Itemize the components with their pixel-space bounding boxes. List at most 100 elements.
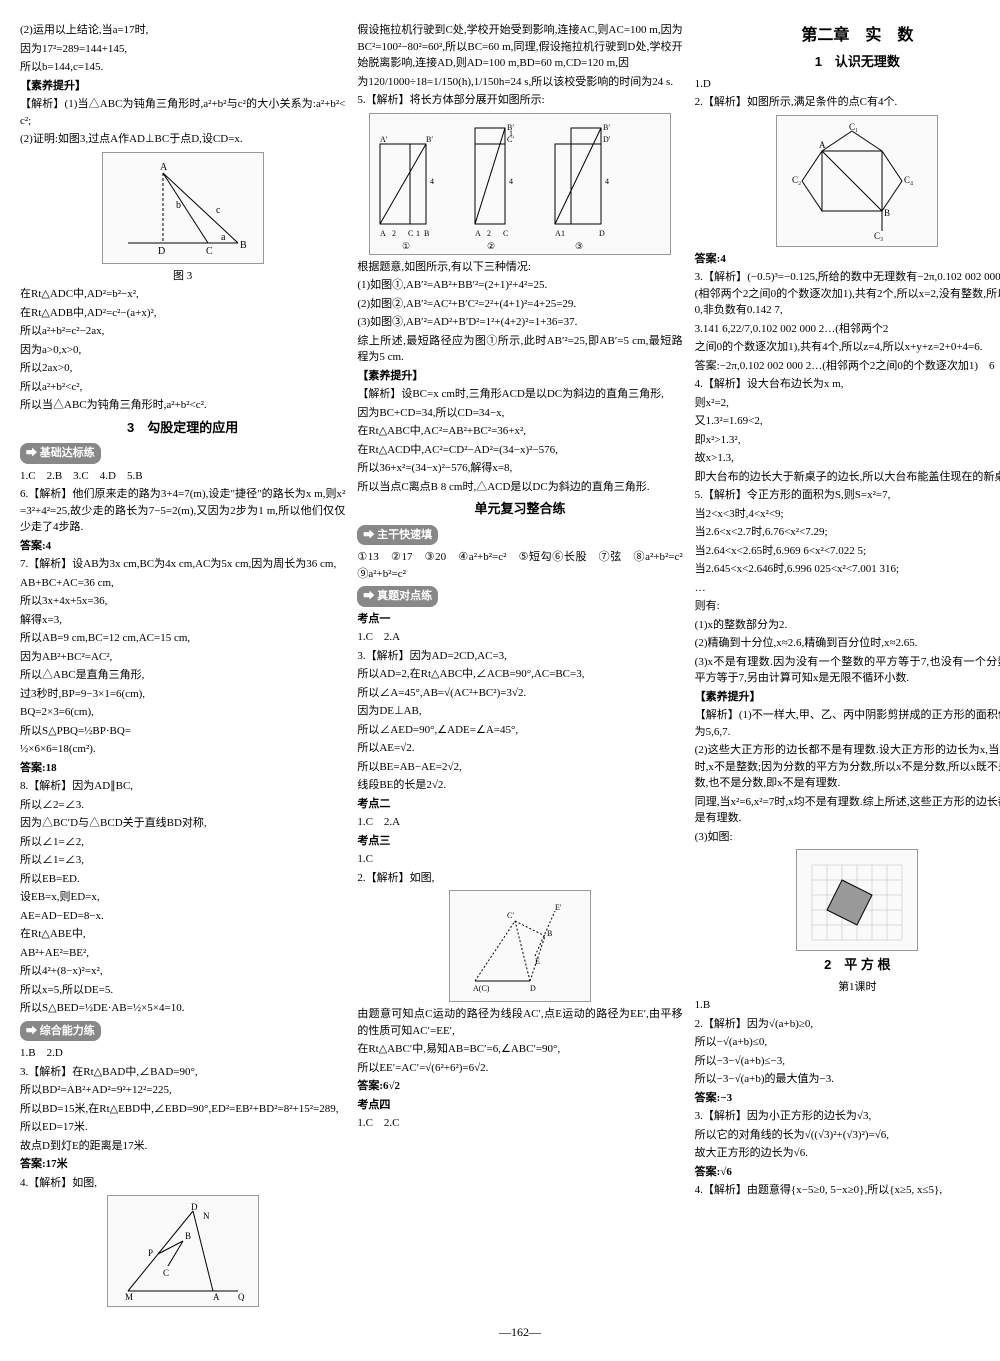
text: 故x>1.3, [695, 450, 1000, 467]
answers: 1.C [357, 851, 682, 868]
svg-text:B′: B′ [426, 135, 433, 144]
text: 3.【解析】因为AD=2CD,AC=3, [357, 648, 682, 665]
svg-text:C₃: C₃ [874, 231, 883, 241]
svg-text:②: ② [487, 241, 495, 249]
text: 假设拖拉机行驶到C处,学校开始受到影响,连接AC,则AC=100 m,因为BC²… [357, 22, 682, 72]
text: 所以∠1=∠3, [20, 852, 345, 869]
svg-text:B: B [185, 1231, 191, 1241]
text: 之间0的个数逐次加1),共有4个,所以z=4,所以x+y+z=2+0+4=6. [695, 339, 1000, 356]
text: 所以BD=15米,在Rt△EBD中,∠EBD=90°,ED²=EB²+BD²=8… [20, 1101, 345, 1118]
text: 过3秒时,BP=9−3×1=6(cm), [20, 686, 345, 703]
svg-text:C₂: C₂ [792, 175, 801, 185]
answer: 答案:17米 [20, 1156, 345, 1173]
kaodian: 考点二 [357, 796, 682, 813]
answer: 答案:18 [20, 760, 345, 777]
text: 5.【解析】令正方形的面积为S,则S=x²=7, [695, 487, 1000, 504]
text: 所以a²+b²<c², [20, 379, 345, 396]
text: 所以4²+(8−x)²=x², [20, 963, 345, 980]
text: 因为AB²+BC²=AC², [20, 649, 345, 666]
text: 所以3x+4x+5x=36, [20, 593, 345, 610]
text: 所以AD=2,在Rt△ABC中,∠ACB=90°,AC=BC=3, [357, 666, 682, 683]
text: 线段BE的长是2√2. [357, 777, 682, 794]
text: 又1.3²=1.69<2, [695, 413, 1000, 430]
text: 因为△BC′D与△BCD关于直线BD对称, [20, 815, 345, 832]
kaodian: 考点三 [357, 833, 682, 850]
text: 所以S△PBQ=½BP·BQ= [20, 723, 345, 740]
text: 在Rt△ABE中, [20, 926, 345, 943]
svg-text:E: E [535, 957, 540, 966]
svg-text:B′: B′ [603, 123, 610, 132]
text: 由题意可知点C运动的路径为线段AC′,点E运动的路径为EE′,由平移的性质可知A… [357, 1006, 682, 1039]
figure-translate: A(C) D C′ B E′ E [449, 890, 591, 1002]
kaodian: 考点一 [357, 611, 682, 628]
text: (3)如图③,AB′²=AD²+B′D²=1²+(4+2)²=1+36=37. [357, 314, 682, 331]
text: 所以−3−√(a+b)≤−3, [695, 1053, 1000, 1070]
text: 在Rt△ABC中,AC²=AB²+BC²=36+x², [357, 423, 682, 440]
text: 所以−3−√(a+b)的最大值为−3. [695, 1071, 1000, 1088]
section-badge-zonghe: 综合能力练 [20, 1021, 101, 1042]
text: 当2<x<3时,4<x²<9; [695, 506, 1000, 523]
answers: 1.B 2.D [20, 1045, 345, 1062]
text: 所以当点C离点B 8 cm时,△ACD是以DC为斜边的直角三角形. [357, 479, 682, 496]
svg-text:A: A [213, 1292, 220, 1301]
text: 【解析】(1)当△ABC为钝角三角形时,a²+b²与c²的大小关系为:a²+b²… [20, 96, 345, 129]
text: 4.【解析】如图, [20, 1175, 345, 1192]
text: 8.【解析】因为AD∥BC, [20, 778, 345, 795]
text: 即大台布的边长大于新桌子的边长,所以大台布能盖住现在的新桌子. [695, 469, 1000, 486]
text: 则有: [695, 598, 1000, 615]
figure-label: 图 3 [20, 268, 345, 285]
text: 所以∠AED=90°,∠ADE=∠A=45°, [357, 722, 682, 739]
svg-text:N: N [203, 1211, 210, 1221]
section-badge-zhugan: 主干快速填 [357, 525, 438, 546]
text: (2)精确到十分位,x≈2.6,精确到百分位时,x≈2.65. [695, 635, 1000, 652]
text: 4.【解析】由题意得{x−5≥0, 5−x≥0},所以{x≥5, x≤5}, [695, 1182, 1000, 1199]
text: 当2.645<x<2.646时,6.996 025<x²<7.001 316; [695, 561, 1000, 578]
svg-text:A: A [819, 140, 826, 150]
text: (2)如图②,AB′²=AC²+B′C²=2²+(4+1)²=4+25=29. [357, 296, 682, 313]
svg-text:C: C [408, 229, 413, 238]
text: 因为DE⊥AB, [357, 703, 682, 720]
answer: 答案:4 [695, 251, 1000, 268]
svg-text:A(C): A(C) [473, 984, 490, 993]
text: 故大正方形的边长为√6. [695, 1145, 1000, 1162]
text: 故点D到灯E的距离是17米. [20, 1138, 345, 1155]
text: 所以EB=ED. [20, 871, 345, 888]
svg-text:C: C [503, 229, 508, 238]
text: 【解析】(1)不一样大,甲、乙、丙中阴影剪拼成的正方形的面积依次为5,6,7. [695, 707, 1000, 740]
svg-text:D: D [191, 1202, 198, 1212]
svg-text:C₁: C₁ [849, 122, 858, 132]
text: BQ=2×3=6(cm), [20, 704, 345, 721]
answers: 1.C 2.A [357, 629, 682, 646]
text: 3.【解析】在Rt△BAD中,∠BAD=90°, [20, 1064, 345, 1081]
text: (1)x的整数部分为2. [695, 617, 1000, 634]
svg-text:2: 2 [392, 229, 396, 238]
text: 所以∠A=45°,AB=√(AC²+BC²)=3√2. [357, 685, 682, 702]
svg-text:D′: D′ [603, 135, 611, 144]
section-badge-jichu: 基础达标练 [20, 443, 101, 464]
svg-text:①: ① [402, 241, 410, 249]
text: AB+BC+AC=36 cm, [20, 575, 345, 592]
text: (1)如图①,AB′²=AB²+BB′²=(2+1)²+4²=25. [357, 277, 682, 294]
section-heading: 2 平 方 根 [695, 955, 1000, 975]
text: (3)x不是有理数.因为没有一个整数的平方等于7,也没有一个分数的平方等于7,另… [695, 654, 1000, 687]
svg-text:1: 1 [509, 129, 513, 138]
svg-text:D: D [599, 229, 605, 238]
text: 所以b=144,c=145. [20, 59, 345, 76]
text: AE=AD−ED=8−x. [20, 908, 345, 925]
answer: 答案:4 [20, 538, 345, 555]
figure-cuboid-unfold: ACB B′A′ 21 4 ① AC C′B′ 241 ② [369, 113, 671, 255]
text: 因为17²=289=144+145, [20, 41, 345, 58]
text: 同理,当x²=6,x²=7时,x均不是有理数.综上所述,这些正方形的边长都不是有… [695, 794, 1000, 827]
answer: 答案:√6 [695, 1164, 1000, 1181]
section-heading: 3 勾股定理的应用 [20, 418, 345, 438]
svg-text:D: D [530, 984, 536, 993]
text: (2)证明:如图3,过点A作AD⊥BC于点D,设CD=x. [20, 131, 345, 148]
text: 所以2ax>0, [20, 360, 345, 377]
svg-text:B: B [240, 240, 247, 251]
text: AB²+AE²=BE², [20, 945, 345, 962]
figure-square-points: A B C₁ C₂ C₄ C₃ [776, 115, 938, 247]
svg-text:1: 1 [561, 229, 565, 238]
text: 所以−√(a+b)≤0, [695, 1034, 1000, 1051]
svg-text:C: C [163, 1268, 169, 1278]
text: 所以∠2=∠3. [20, 797, 345, 814]
